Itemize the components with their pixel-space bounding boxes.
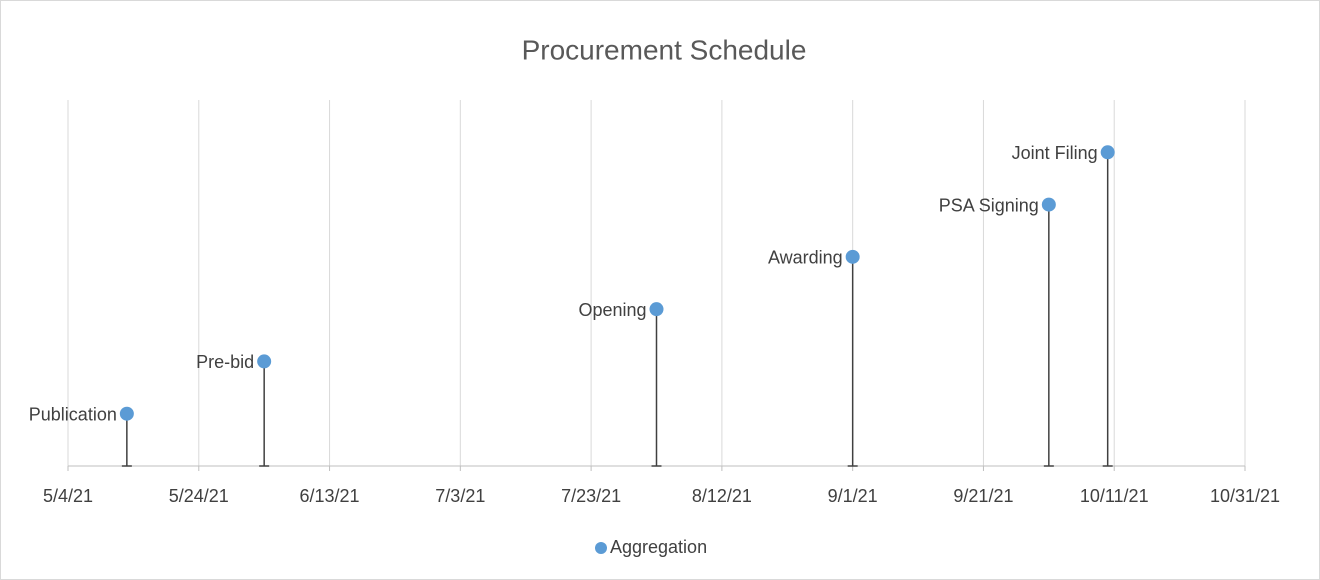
legend-label: Aggregation (610, 537, 707, 557)
point (257, 354, 272, 369)
x-tick-label: 6/13/21 (300, 486, 360, 506)
x-tick-label: 5/24/21 (169, 486, 229, 506)
x-tick-label: 7/23/21 (561, 486, 621, 506)
data-label: PSA Signing (939, 195, 1039, 215)
data-label: Opening (578, 300, 646, 320)
legend-marker (595, 542, 607, 554)
point (119, 406, 134, 421)
data-label: Awarding (768, 248, 843, 268)
x-tick-label: 5/4/21 (43, 486, 93, 506)
point (1100, 145, 1115, 160)
data-label: Joint Filing (1012, 143, 1098, 163)
chart-title: Procurement Schedule (522, 34, 807, 65)
x-tick-label: 9/1/21 (828, 486, 878, 506)
point (845, 249, 860, 264)
point (649, 302, 664, 317)
x-tick-label: 7/3/21 (435, 486, 485, 506)
point (1041, 197, 1056, 212)
x-tick-label: 8/12/21 (692, 486, 752, 506)
data-label: Publication (29, 404, 117, 424)
x-tick-label: 10/11/21 (1080, 486, 1149, 506)
x-tick-label: 9/21/21 (953, 486, 1013, 506)
x-tick-label: 10/31/21 (1210, 486, 1280, 506)
data-label: Pre-bid (196, 352, 254, 372)
